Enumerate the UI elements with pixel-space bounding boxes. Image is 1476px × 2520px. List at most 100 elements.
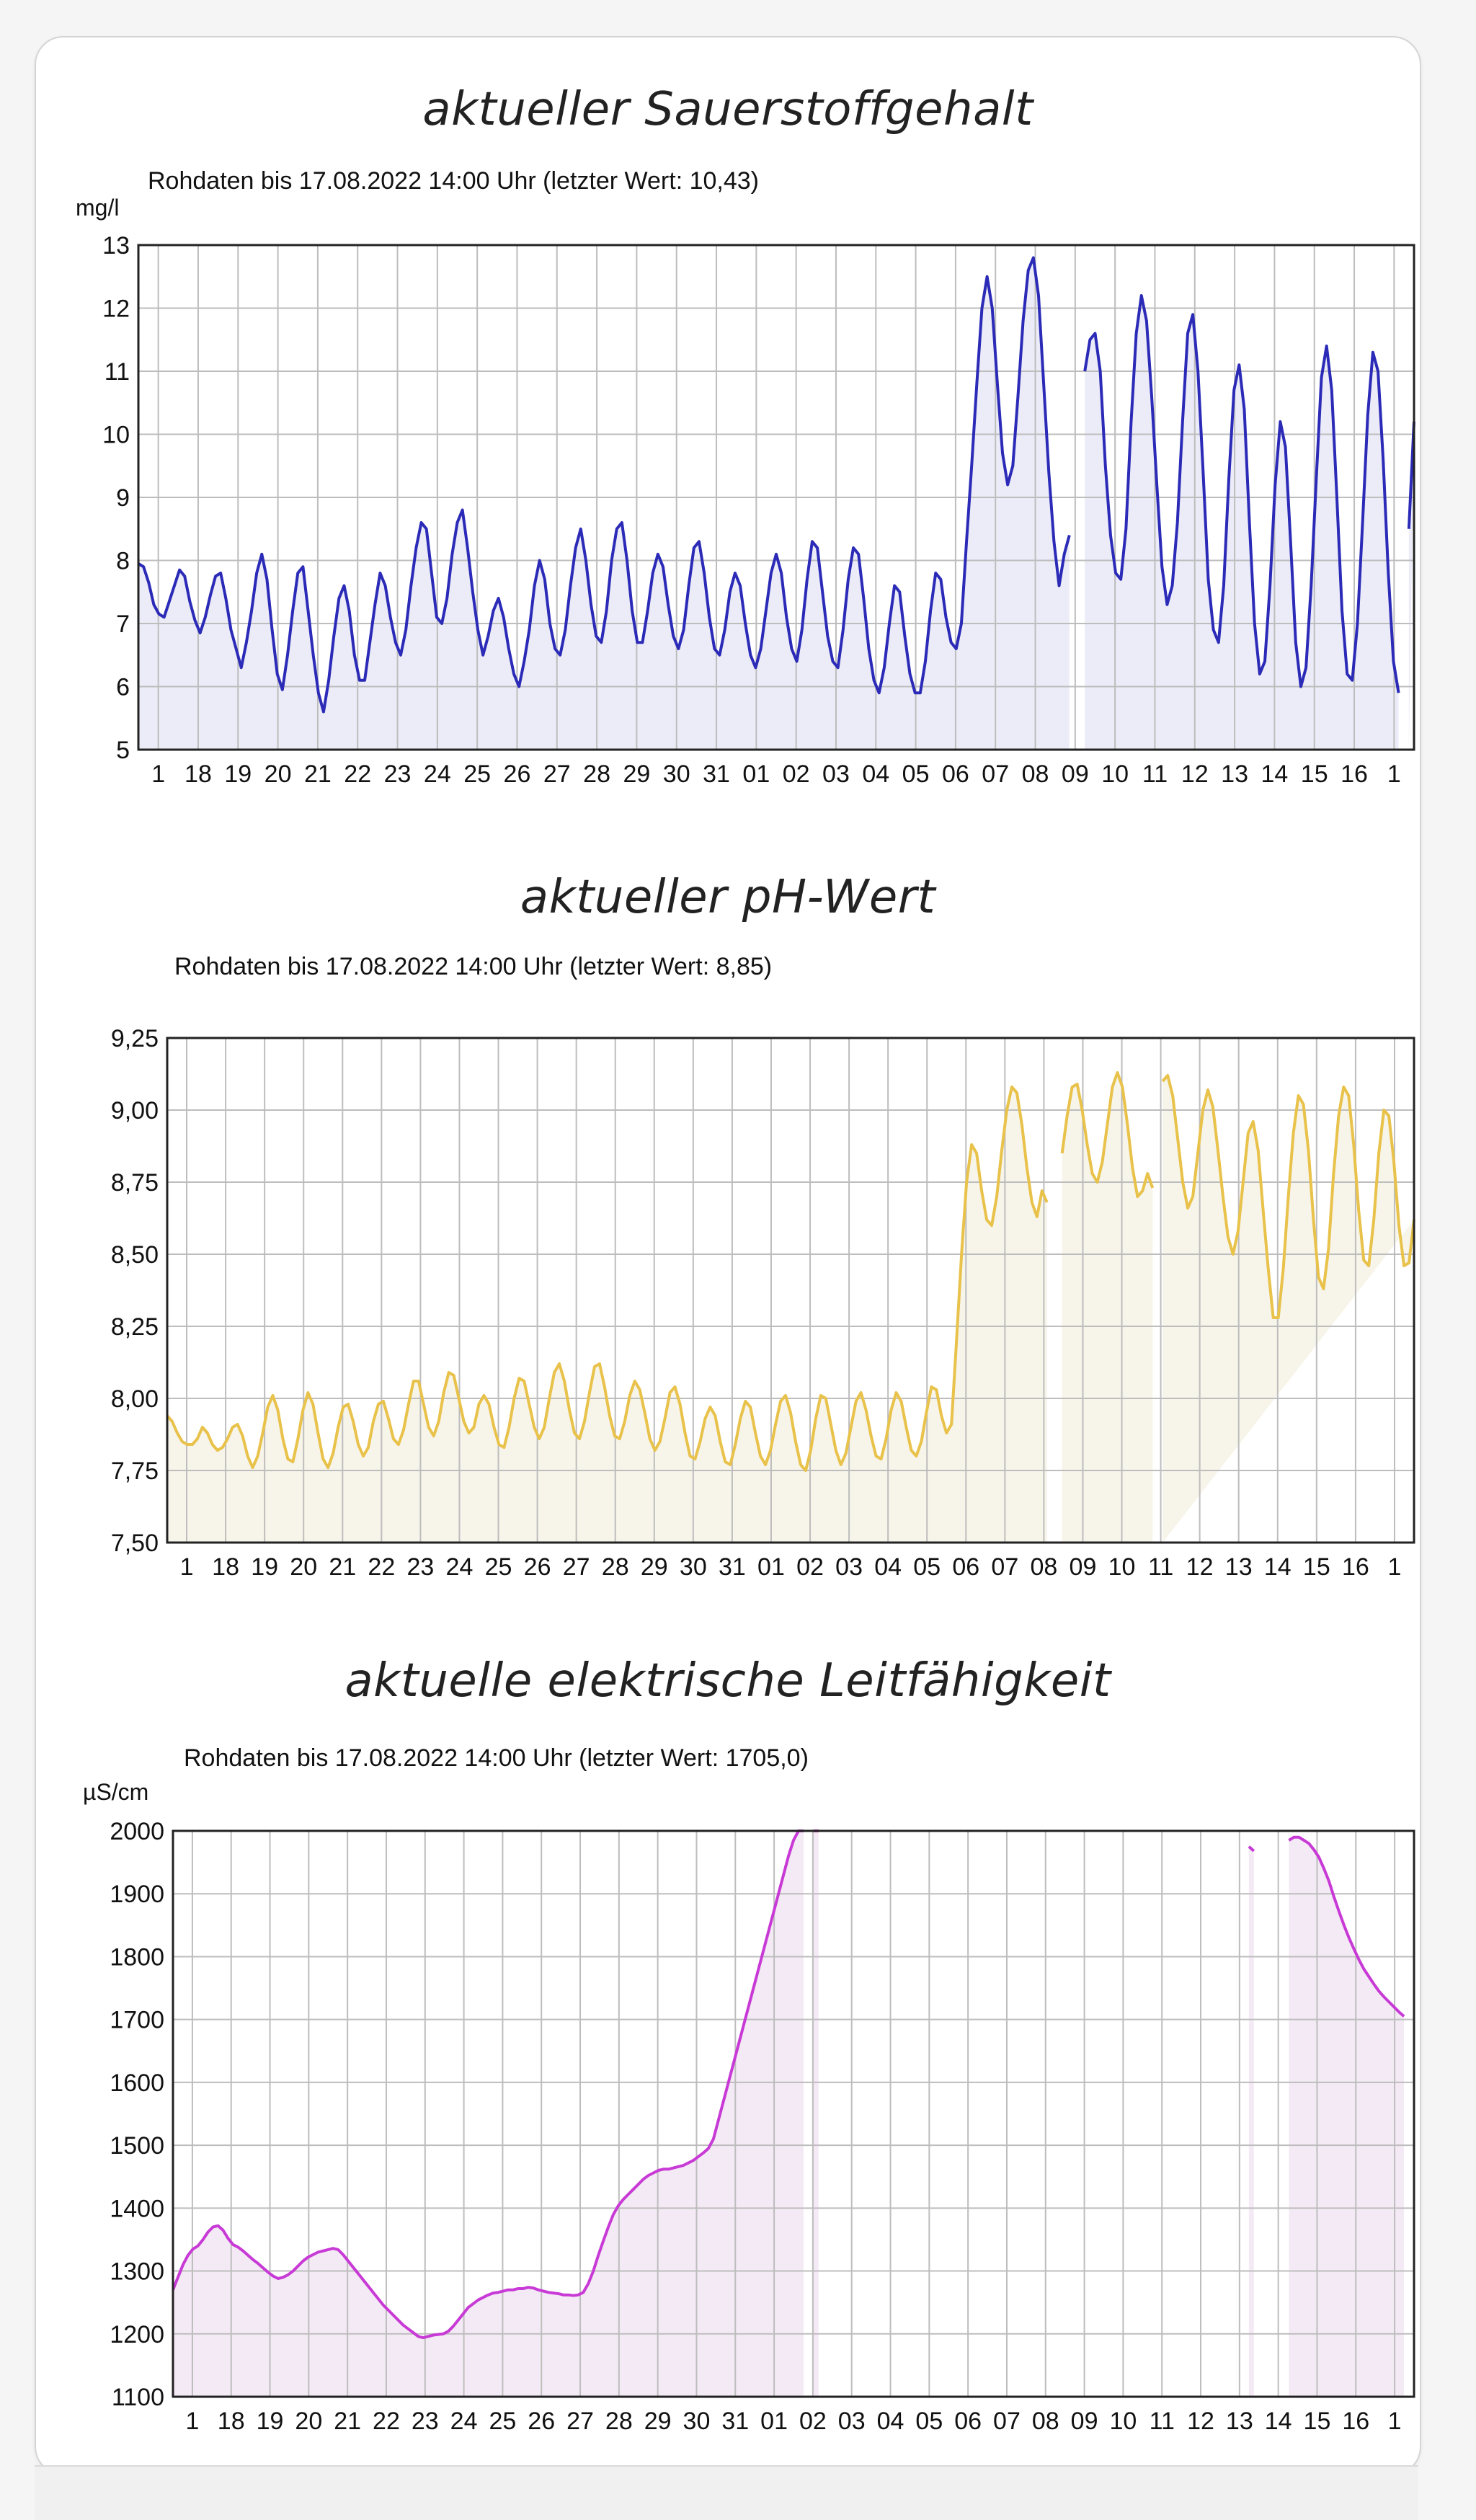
y-tick-label: 7,50 — [111, 1530, 159, 1557]
y-tick-label: 1400 — [110, 2195, 164, 2222]
x-tick-label: 21 — [329, 1553, 356, 1581]
x-tick-label: 22 — [373, 2408, 400, 2435]
y-tick-label: 8 — [116, 548, 130, 575]
x-tick-label: 24 — [446, 1553, 474, 1581]
x-tick-label: 1 — [180, 1553, 194, 1581]
x-tick-label: 13 — [1225, 1553, 1253, 1581]
chart-subtitle: Rohdaten bis 17.08.2022 14:00 Uhr (letzt… — [148, 167, 759, 195]
x-tick-label: 30 — [683, 2408, 711, 2435]
x-tick-label: 28 — [602, 1553, 629, 1581]
series-line — [1083, 294, 1400, 693]
series-line — [166, 1086, 1049, 1472]
x-tick-label: 19 — [257, 2408, 284, 2435]
x-tick-label: 31 — [719, 1553, 746, 1581]
x-tick-label: 05 — [902, 760, 930, 788]
oxygen-chart-panel: aktueller Sauerstoffgehalt Rohdaten bis … — [43, 43, 1415, 807]
y-tick-label: 7 — [116, 611, 130, 638]
x-tick-label: 13 — [1226, 2408, 1253, 2435]
x-tick-label: 12 — [1186, 1553, 1214, 1581]
x-tick-label: 18 — [184, 760, 212, 788]
x-tick-label: 27 — [563, 1553, 590, 1581]
plot-frame — [172, 1829, 1415, 2398]
x-tick-label: 06 — [942, 760, 969, 788]
series-area — [1062, 1073, 1153, 1543]
y-tick-label: 1100 — [112, 2384, 164, 2411]
x-tick-label: 11 — [1142, 760, 1168, 788]
y-tick-label: 10 — [102, 422, 130, 449]
series-line — [137, 256, 1071, 714]
chart-subtitle: Rohdaten bis 17.08.2022 14:00 Uhr (letzt… — [184, 1744, 809, 1772]
x-tick-label: 1 — [185, 2408, 199, 2435]
y-tick-label: 1800 — [110, 1943, 164, 1971]
y-tick-label: 2000 — [110, 1818, 164, 1845]
x-tick-label: 20 — [264, 760, 292, 788]
x-tick-label: 27 — [543, 760, 571, 788]
x-tick-label: 15 — [1303, 1553, 1330, 1581]
x-tick-label: 22 — [344, 760, 371, 788]
conductivity-chart-panel: aktuelle elektrische Leitfähigkeit Rohda… — [43, 1615, 1415, 2451]
y-tick-label: 1300 — [110, 2258, 164, 2286]
x-tick-label: 19 — [224, 760, 252, 788]
x-tick-label: 01 — [757, 1553, 785, 1581]
y-tick-label: 9,00 — [111, 1097, 159, 1124]
card-footer — [35, 2465, 1418, 2520]
x-tick-label: 20 — [295, 2408, 322, 2435]
x-tick-label: 20 — [290, 1553, 317, 1581]
series-area — [1248, 1846, 1254, 2397]
x-tick-label: 10 — [1109, 2408, 1137, 2435]
y-tick-label: 8,25 — [111, 1313, 159, 1341]
x-tick-label: 1 — [1388, 1553, 1402, 1581]
series-area — [138, 257, 1070, 750]
x-tick-label: 31 — [703, 760, 730, 788]
series-line — [1288, 1835, 1405, 2018]
series-area — [813, 1831, 819, 2397]
y-tick-label: 12 — [102, 296, 130, 323]
plot-frame — [137, 244, 1415, 751]
x-tick-label: 03 — [835, 1553, 863, 1581]
x-tick-label: 28 — [605, 2408, 633, 2435]
x-tick-label: 18 — [212, 1553, 239, 1581]
x-tick-label: 12 — [1181, 760, 1209, 788]
chart-subtitle: Rohdaten bis 17.08.2022 14:00 Uhr (letzt… — [174, 953, 773, 980]
y-tick-label: 1900 — [110, 1881, 164, 1908]
y-tick-label: 11 — [105, 358, 130, 386]
conductivity-line-chart: 1100 1200 1300 1400 1500 1600 1700 1800 1900 2000… — [110, 1818, 1415, 2435]
x-tick-label: 08 — [1030, 1553, 1057, 1581]
y-tick-label: 6 — [116, 674, 130, 701]
chart-title: aktuelle elektrische Leitfähigkeit — [344, 1654, 1111, 1708]
x-tick-label: 1 — [1388, 2408, 1402, 2435]
x-tick-label: 09 — [1071, 2408, 1098, 2435]
x-tick-label: 04 — [877, 2408, 904, 2435]
y-tick-label: 13 — [102, 232, 130, 259]
series-line — [1161, 1074, 1415, 1319]
x-tick-label: 10 — [1108, 1553, 1136, 1581]
y-axis-unit: µS/cm — [83, 1779, 149, 1805]
x-tick-label: 16 — [1342, 2408, 1369, 2435]
x-tick-label: 26 — [504, 760, 531, 788]
x-tick-label: 15 — [1301, 760, 1328, 788]
x-tick-label: 02 — [783, 760, 810, 788]
x-tick-label: 25 — [489, 2408, 516, 2435]
series-area — [173, 1831, 804, 2397]
x-tick-label: 19 — [251, 1553, 278, 1581]
x-tick-label: 11 — [1148, 1553, 1173, 1581]
x-tick-label: 27 — [566, 2408, 594, 2435]
x-tick-label: 04 — [874, 1553, 902, 1581]
x-tick-label: 30 — [663, 760, 690, 788]
y-tick-label: 1600 — [110, 2069, 164, 2097]
x-tick-label: 24 — [450, 2408, 478, 2435]
x-tick-label: 07 — [982, 760, 1009, 788]
series-area — [1162, 1075, 1414, 1543]
x-tick-label: 24 — [424, 760, 451, 788]
y-tick-label: 9,25 — [111, 1025, 159, 1052]
x-tick-label: 25 — [485, 1553, 512, 1581]
ph-chart-panel: aktueller pH-Wert Rohdaten bis 17.08.202… — [43, 829, 1415, 1593]
x-tick-label: 01 — [760, 2408, 788, 2435]
x-tick-label: 25 — [463, 760, 491, 788]
x-tick-label: 16 — [1341, 760, 1368, 788]
y-tick-label: 8,75 — [111, 1169, 159, 1197]
x-tick-label: 18 — [218, 2408, 245, 2435]
x-tick-label: 15 — [1304, 2408, 1331, 2435]
x-tick-label: 23 — [406, 1553, 434, 1581]
x-tick-label: 07 — [993, 2408, 1021, 2435]
